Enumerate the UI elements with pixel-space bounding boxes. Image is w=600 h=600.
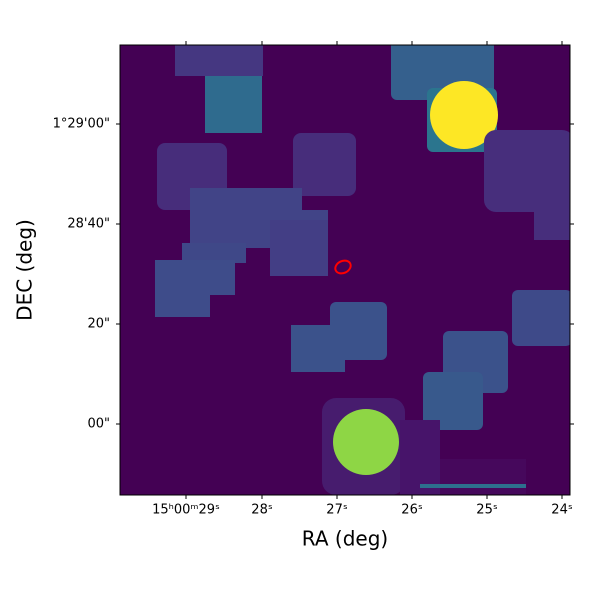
y-tick-label: 1°29'00" <box>53 117 110 132</box>
x-tick-label: 24ˢ <box>551 503 573 518</box>
x-axis-label: RA (deg) <box>302 527 388 551</box>
y-tick-label: 20" <box>87 317 110 332</box>
axes-frame <box>119 44 571 496</box>
aperture <box>334 259 352 275</box>
x-tick-label: 27ˢ <box>326 503 348 518</box>
x-tick-label: 28ˢ <box>251 503 273 518</box>
y-tick-label: 00" <box>87 417 110 432</box>
y-tick-label: 28'40" <box>67 217 110 232</box>
x-tick-label: 25ˢ <box>476 503 498 518</box>
y-axis-label: DEC (deg) <box>13 219 37 321</box>
x-tick-label: 26ˢ <box>401 503 423 518</box>
segmentation-image <box>120 45 570 495</box>
x-tick-label: 15ʰ00ᵐ29ˢ <box>152 503 220 518</box>
